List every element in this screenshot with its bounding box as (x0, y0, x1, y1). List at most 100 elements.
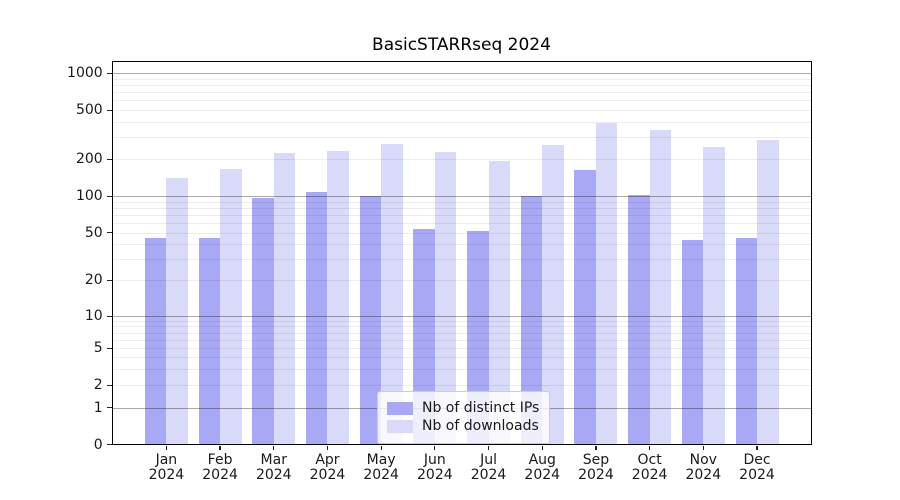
gridline-y-8 (112, 326, 811, 328)
y-tick-mark (107, 232, 112, 234)
chart-title: BasicSTARRseq 2024 (372, 35, 551, 55)
gridline-y-3 (112, 368, 811, 370)
x-axis-tick-label: Dec 2024 (739, 451, 775, 483)
y-tick-mark (107, 279, 112, 281)
x-axis-tick-label: Aug 2024 (524, 451, 561, 483)
y-axis-tick-label: 1000 (67, 65, 103, 82)
y-tick-mark (107, 195, 112, 197)
y-tick-mark (107, 109, 112, 111)
bar-distinct-ips (252, 197, 274, 445)
gridline-y-800 (112, 85, 811, 87)
x-axis-tick-label: Mar 2024 (255, 451, 292, 483)
y-axis-tick-label: 5 (93, 340, 103, 357)
y-tick-mark (107, 315, 112, 317)
gridline-y-20 (112, 280, 811, 281)
bar-distinct-ips (574, 170, 596, 445)
gridline-y-100 (112, 196, 811, 198)
gridline-y-4 (112, 357, 811, 359)
x-axis-tick-label: Feb 2024 (202, 451, 238, 483)
bar-downloads (434, 152, 457, 445)
y-axis-tick-label: 2 (93, 377, 103, 393)
gridline-y-60 (112, 223, 811, 225)
gridline-y-50 (112, 232, 811, 234)
gridline-y-900 (112, 78, 811, 80)
y-axis-tick-label: 100 (75, 188, 103, 205)
bar-downloads (327, 150, 349, 445)
x-axis-tick-label: Apr 2024 (309, 451, 346, 483)
gridline-y-300 (112, 137, 811, 139)
bar-downloads (649, 129, 672, 445)
bar-downloads (273, 153, 296, 445)
bar-distinct-ips (305, 192, 328, 445)
gridline-y-70 (112, 215, 811, 217)
x-axis-tick-label: May 2024 (363, 451, 399, 483)
y-tick-mark (107, 384, 112, 386)
y-axis-tick-label: 200 (75, 151, 103, 167)
y-axis-tick-label: 10 (84, 308, 103, 324)
x-tick-mark (595, 445, 597, 450)
gridline-y-600 (112, 100, 811, 102)
x-tick-mark (219, 445, 221, 450)
y-axis-tick-label: 500 (75, 102, 103, 118)
y-tick-mark (107, 407, 112, 409)
gridline-y-200 (112, 159, 811, 160)
x-tick-mark (649, 445, 651, 450)
x-axis-tick-label: Sep 2024 (578, 451, 614, 483)
legend-item-downloads: Nb of downloads (387, 418, 539, 434)
x-axis-tick-label: Jun 2024 (417, 451, 453, 483)
x-tick-mark (380, 445, 382, 450)
x-axis-tick-label: Jul 2024 (470, 451, 507, 483)
bar-distinct-ips (628, 194, 650, 445)
y-axis-tick-label: 0 (93, 436, 103, 453)
y-axis-tick-label: 50 (84, 224, 103, 241)
x-tick-mark (702, 445, 704, 450)
gridline-y-90 (112, 201, 811, 203)
y-tick-mark (107, 72, 112, 74)
x-tick-mark (165, 445, 167, 450)
bar-downloads (381, 144, 403, 445)
gridline-y-2 (112, 385, 811, 386)
bar-downloads (757, 140, 779, 445)
bar-distinct-ips (681, 240, 704, 445)
x-tick-mark (487, 445, 490, 450)
x-axis-tick-label: Oct 2024 (631, 451, 668, 483)
x-axis-tick-label: Jan 2024 (148, 451, 185, 483)
gridline-y-5 (112, 348, 811, 350)
bar-distinct-ips (359, 196, 382, 445)
x-tick-mark (756, 445, 758, 450)
gridline-y-500 (112, 110, 811, 111)
x-axis-tick-label: Nov 2024 (685, 451, 722, 483)
gridline-y-400 (112, 121, 811, 123)
gridline-y-9 (112, 320, 811, 322)
gridline-y-700 (112, 92, 811, 94)
y-tick-mark (107, 158, 112, 160)
bar-downloads (542, 145, 564, 445)
gridline-y-10 (112, 316, 811, 317)
bar-distinct-ips (144, 238, 167, 445)
y-axis-tick-label: 20 (84, 272, 103, 288)
bar-distinct-ips (520, 196, 543, 445)
gridline-y-6 (112, 339, 811, 341)
gridline-y-40 (112, 244, 811, 246)
gridline-y-1000 (112, 73, 811, 75)
bar-downloads (703, 147, 725, 445)
gridline-y-30 (112, 259, 811, 261)
y-axis-tick-label: 1 (93, 399, 103, 416)
x-tick-mark (541, 445, 543, 450)
bar-distinct-ips (413, 228, 435, 445)
y-tick-mark (107, 444, 112, 446)
legend-item-distinct-ips: Nb of distinct IPs (387, 400, 539, 416)
legend-label-distinct-ips: Nb of distinct IPs (422, 400, 540, 416)
gridline-y-7 (112, 332, 811, 334)
gridline-y-80 (112, 208, 811, 210)
legend-label-downloads: Nb of downloads (422, 418, 539, 434)
bar-downloads (488, 161, 511, 445)
x-tick-mark (434, 445, 436, 450)
bar-distinct-ips (735, 238, 757, 445)
legend-swatch-downloads (387, 419, 413, 433)
bar-downloads (166, 178, 188, 445)
legend-swatch-distinct-ips (387, 401, 413, 415)
legend: Nb of distinct IPs Nb of downloads (377, 391, 551, 444)
bar-downloads (220, 169, 242, 445)
